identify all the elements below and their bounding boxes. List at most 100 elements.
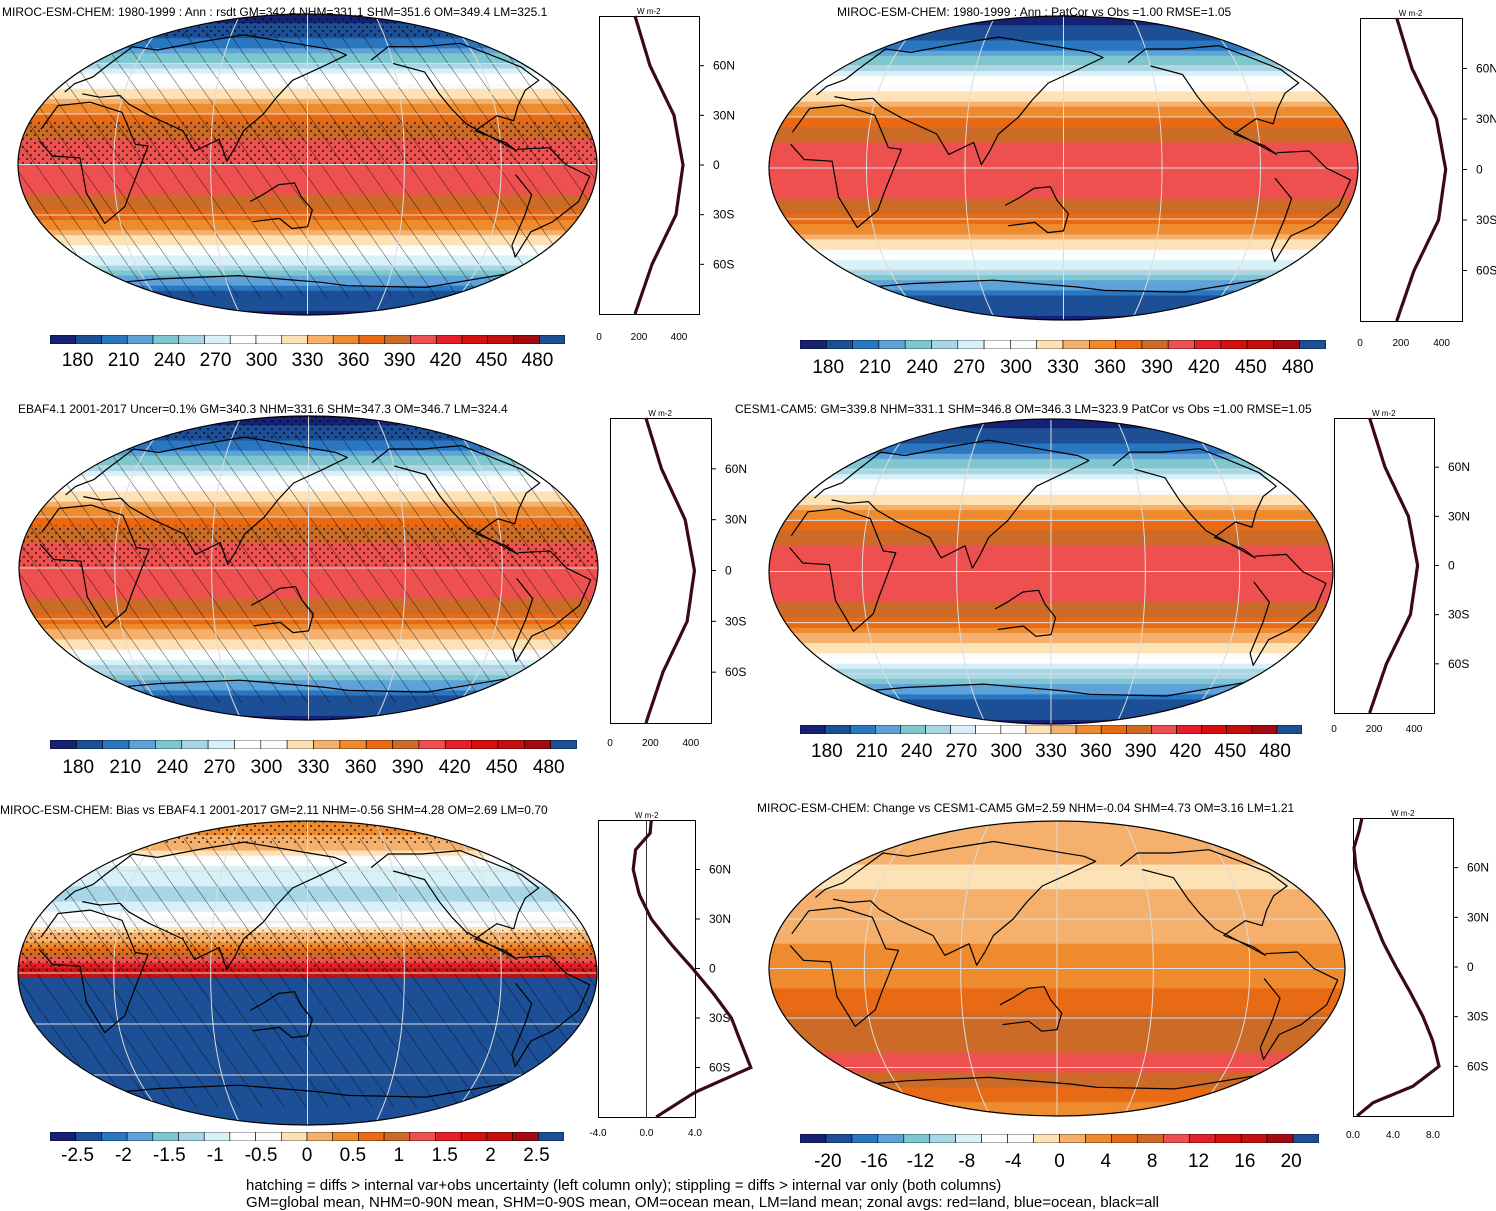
- colorbar-swatch: [155, 740, 183, 749]
- colorbar-tick-label: 300: [250, 757, 283, 778]
- colorbar-tick-label: 0: [301, 1145, 313, 1166]
- y-tick-label: 30S: [1448, 608, 1469, 622]
- colorbar-swatch: [358, 1132, 385, 1141]
- colorbar-swatch: [1111, 1134, 1138, 1143]
- longitude-gridline: [861, 419, 923, 724]
- colorbar-swatch: [1292, 1134, 1319, 1143]
- coastline: [790, 104, 902, 229]
- colorbar-tick-label: 210: [859, 357, 891, 378]
- colorbar-swatch: [1201, 725, 1228, 734]
- footer-line-1: hatching = diffs > internal var+obs unce…: [246, 1177, 1002, 1194]
- colorbar-swatch: [929, 1134, 957, 1143]
- coastline: [65, 436, 348, 566]
- coastline: [1259, 951, 1339, 1060]
- colorbar-tick-label: 240: [153, 350, 186, 371]
- unit-label: W m-2: [1391, 809, 1415, 818]
- colorbar-tick-label: 180: [812, 357, 845, 378]
- colorbar-tick-label: 360: [344, 757, 377, 778]
- colorbar-swatch: [878, 340, 906, 349]
- colorbar-swatch: [800, 1134, 827, 1143]
- coastline: [64, 841, 347, 971]
- y-tick-label: 30N: [1467, 910, 1489, 924]
- zonal-curve: [1352, 817, 1441, 1118]
- colorbar-swatch: [101, 335, 128, 344]
- zonal-mean-plot: 60N 30N 0 30S 60S W m-2: [610, 409, 747, 724]
- y-tick-label: 0: [1448, 559, 1455, 573]
- colorbar-tick-label: 360: [337, 350, 370, 371]
- colorbar: [50, 335, 565, 344]
- colorbar-swatch: [286, 740, 314, 749]
- colorbar: [50, 1132, 564, 1141]
- colorbar-tick-label: 420: [1188, 357, 1220, 378]
- x-tick-label: 400: [670, 332, 688, 343]
- colorbar-swatch: [1115, 340, 1143, 349]
- zonal-frame: [598, 820, 696, 1118]
- colorbar-tick-label: 390: [383, 350, 416, 371]
- colorbar-swatch: [957, 340, 985, 349]
- colorbar-swatch: [1100, 725, 1127, 734]
- colorbar-tick-label: 450: [1214, 741, 1247, 762]
- longitude-gridline: [113, 14, 176, 315]
- colorbar-swatch: [875, 725, 901, 734]
- y-tick-label: 60N: [1467, 861, 1489, 875]
- colorbar-swatch: [1266, 1134, 1294, 1143]
- y-tick-label: 60N: [713, 59, 735, 73]
- colorbar-swatch: [981, 1134, 1008, 1143]
- colorbar-swatch: [50, 335, 77, 344]
- colorbar-swatch: [1141, 340, 1169, 349]
- zonal-x-ticks: -4.0 0.0 4.0: [589, 1128, 702, 1142]
- colorbar-swatch: [435, 335, 463, 344]
- colorbar-tick-label: 240: [906, 357, 938, 378]
- colorbar-swatch: [152, 1132, 179, 1141]
- coastline: [999, 986, 1063, 1032]
- colorbar-tick-label: 480: [1259, 741, 1291, 762]
- zonal-frame: [1353, 818, 1454, 1117]
- y-tick-label: 30N: [725, 513, 747, 527]
- colorbar-swatch: [178, 1132, 205, 1141]
- longitude-gridline: [1188, 821, 1251, 1116]
- colorbar-tick-label: 300: [990, 741, 1023, 762]
- colorbar-swatch: [900, 725, 926, 734]
- colorbar-swatch: [1088, 340, 1116, 349]
- colorbar-swatch: [444, 740, 472, 749]
- coastline: [814, 439, 1090, 569]
- coastline: [371, 445, 541, 555]
- colorbar-swatch: [1000, 725, 1027, 734]
- colorbar-swatch: [50, 740, 77, 749]
- map-border: [18, 415, 599, 721]
- y-tick-label: 60S: [1467, 1059, 1488, 1073]
- colorbar-swatch: [1188, 1134, 1216, 1143]
- zonal-mean-plot: 60N 30N 0 30S 60S W m-2: [598, 811, 753, 1119]
- colorbar-swatch: [50, 1132, 77, 1141]
- colorbar-swatch: [486, 1132, 513, 1141]
- coastline: [1112, 448, 1277, 559]
- coastline: [81, 271, 518, 288]
- longitude-gridline: [960, 821, 992, 1116]
- colorbar-tick-label: 450: [1234, 357, 1267, 378]
- colorbar-swatch: [1036, 340, 1064, 349]
- colorbar-tick-label: 1: [393, 1145, 405, 1166]
- colorbar-swatch: [229, 1132, 256, 1141]
- colorbar-swatch: [1059, 1134, 1086, 1143]
- colorbar-tick-label: 210: [109, 757, 142, 778]
- colorbar-swatch: [410, 335, 437, 344]
- colorbar-tick-label: -2: [114, 1145, 132, 1166]
- x-tick-label: 200: [1365, 724, 1383, 735]
- colorbar-tick-label: 420: [438, 757, 471, 778]
- longitude-gridline: [1122, 821, 1154, 1116]
- colorbar-tick-label: -16: [860, 1151, 888, 1172]
- colorbar-swatch: [384, 335, 411, 344]
- colorbar-tick-label: 240: [156, 757, 189, 778]
- longitude-gridline: [863, 821, 926, 1116]
- colorbar-tick-label: 180: [62, 757, 95, 778]
- longitude-gridline: [440, 416, 503, 720]
- x-tick-label: 4.0: [1386, 1130, 1400, 1141]
- colorbar-swatch: [1246, 340, 1274, 349]
- colorbar-swatch: [1033, 1134, 1060, 1143]
- colorbar-swatch: [824, 725, 851, 734]
- x-tick-label: 400: [1405, 724, 1423, 735]
- colorbar-swatch: [877, 1134, 905, 1143]
- x-tick-label: 8.0: [1426, 1130, 1440, 1141]
- colorbar-tick-label: 300: [1000, 357, 1032, 378]
- colorbar-tick-label: 420: [429, 350, 462, 371]
